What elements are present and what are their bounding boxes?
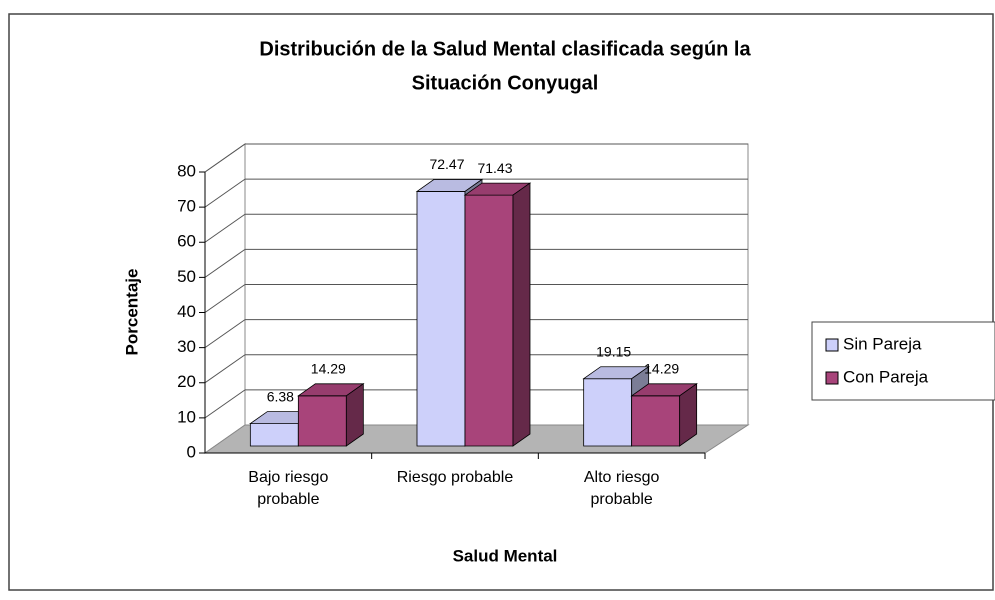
bar-front	[583, 378, 633, 447]
chart-title: Distribución de la Salud Mental clasific…	[259, 38, 751, 60]
legend-swatch	[825, 338, 839, 352]
grid-line	[204, 354, 246, 384]
chart-title: Situación Conyugal	[412, 72, 599, 94]
value-label: 19.15	[596, 343, 631, 359]
value-label: 71.43	[477, 160, 512, 176]
x-tick-label: Riesgo probable	[396, 469, 514, 486]
grid-line	[204, 389, 246, 419]
bar-front	[249, 423, 299, 447]
bar-front	[464, 194, 514, 447]
y-axis-label: Porcentaje	[122, 269, 141, 356]
value-label: 6.38	[267, 388, 294, 404]
y-tick-label: 20	[177, 372, 196, 391]
grid-line	[204, 178, 246, 208]
grid-line	[204, 143, 246, 173]
bar-front	[416, 191, 466, 447]
value-label: 72.47	[429, 156, 464, 172]
y-tick-label: 40	[177, 302, 196, 321]
y-tick-label: 50	[177, 267, 196, 286]
grid-line	[204, 319, 246, 349]
grid-line	[204, 248, 246, 278]
bar-front	[631, 395, 681, 447]
y-tick-label: 0	[187, 442, 196, 461]
bar-side	[512, 182, 531, 447]
legend-label: Sin Pareja	[843, 334, 922, 353]
y-tick-label: 70	[177, 197, 196, 216]
y-tick-label: 80	[177, 161, 196, 180]
y-tick-label: 10	[177, 407, 196, 426]
legend-label: Con Pareja	[843, 367, 929, 386]
legend-box	[811, 321, 995, 401]
value-label: 14.29	[644, 361, 679, 377]
grid-line	[204, 284, 246, 313]
y-tick-label: 60	[177, 232, 196, 251]
x-tick-label: Alto riesgo probable	[583, 469, 660, 508]
legend-swatch	[825, 371, 839, 385]
bar-side	[345, 383, 364, 447]
bar-side	[679, 383, 698, 447]
bar-front	[297, 395, 347, 447]
x-tick-label: Bajo riesgo probable	[248, 469, 329, 508]
x-axis-label: Salud Mental	[453, 546, 558, 565]
value-label: 14.29	[311, 361, 346, 377]
y-tick-label: 30	[177, 337, 196, 356]
grid-line	[204, 213, 246, 243]
